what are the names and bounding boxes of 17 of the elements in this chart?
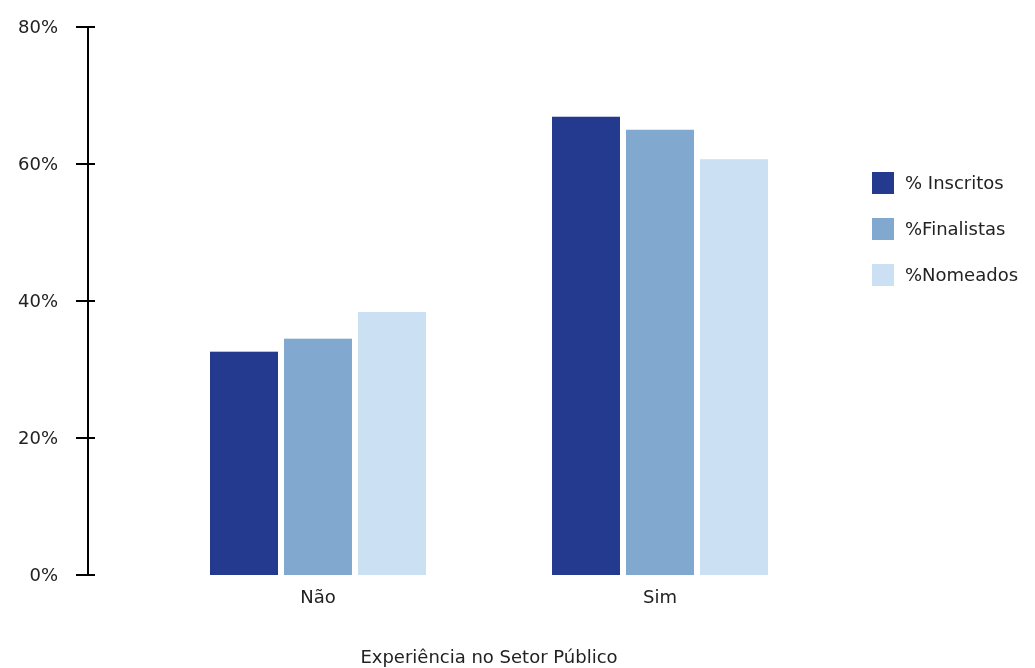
y-tick-label: 60% [17, 153, 58, 175]
y-tick-label: 20% [17, 427, 58, 449]
y-tick-label: 0% [29, 564, 58, 586]
bar [700, 159, 768, 575]
y-tick-label: 40% [17, 290, 58, 312]
bar [284, 338, 352, 575]
bar [626, 129, 694, 575]
x-tick-label: Sim [643, 586, 677, 607]
y-tick-label: 80% [17, 16, 58, 38]
x-tick-label: Não [300, 586, 336, 607]
legend-label: % Inscritos [905, 172, 1004, 194]
bar [552, 116, 620, 575]
legend-label: %Finalistas [905, 218, 1006, 240]
bar [358, 311, 426, 575]
bar [210, 351, 278, 575]
legend-label: %Nomeados [905, 264, 1019, 286]
x-axis-title: Experiência no Setor Público [360, 646, 618, 667]
